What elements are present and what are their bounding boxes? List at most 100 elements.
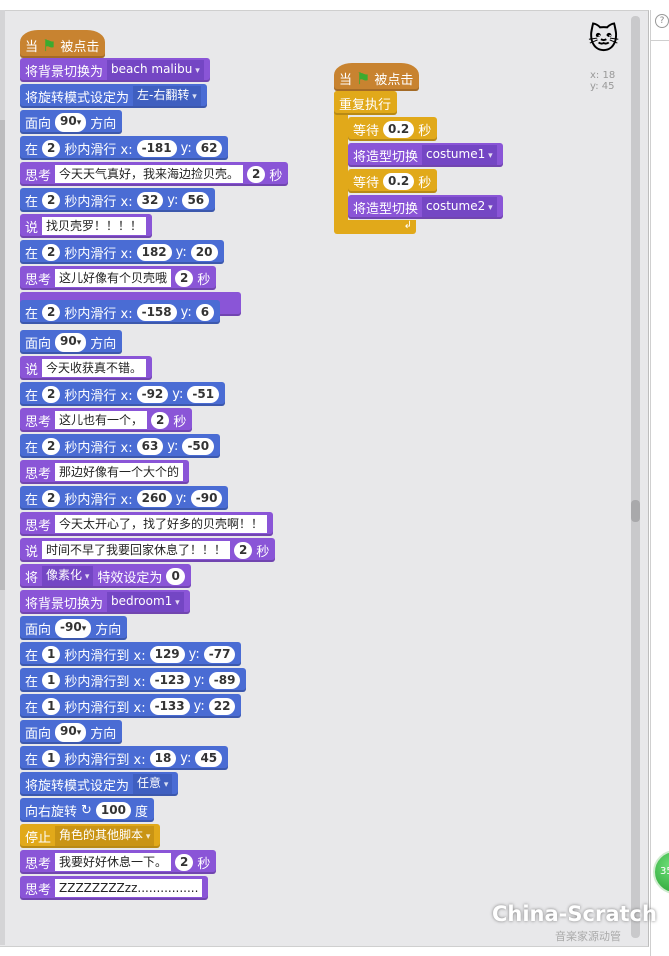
number-input[interactable]: 2 (42, 385, 61, 403)
number-input[interactable]: 2 (247, 165, 266, 183)
block-looks[interactable]: 思考 今天天气真好，我来海边捡贝壳。 2 秒 (20, 162, 289, 186)
block-motion[interactable]: 在 2 秒内滑行 x: 32 y: 56 (20, 188, 216, 212)
number-input[interactable]: 0.2 (383, 172, 415, 190)
block-looks[interactable]: 思考 今天太开心了，找了好多的贝壳啊！！ (20, 512, 274, 536)
number-input[interactable]: -90 (190, 489, 223, 507)
text-input[interactable]: 今天天气真好，我来海边捡贝壳。 (55, 165, 244, 183)
help-icon[interactable]: ? (655, 14, 669, 28)
number-input[interactable]: 260 (136, 489, 172, 507)
block-motion[interactable]: 面向90方向 (20, 110, 123, 134)
direction-dropdown[interactable]: -90 (55, 618, 92, 638)
number-input[interactable]: -158 (136, 303, 177, 321)
number-input[interactable]: 18 (149, 749, 177, 767)
text-input[interactable]: ZZZZZZZZzz................ (55, 879, 203, 897)
block-motion[interactable]: 在 1 秒内滑行到 x: 18 y: 45 (20, 746, 229, 770)
block-control[interactable]: 重复执行 (334, 91, 398, 115)
block-motion[interactable]: 在 1 秒内滑行到 x: -133 y: 22 (20, 694, 242, 718)
dropdown[interactable]: costume2 (422, 197, 497, 217)
number-input[interactable]: 6 (195, 303, 215, 321)
number-input[interactable]: 2 (175, 269, 194, 287)
block-motion[interactable]: 在 1 秒内滑行到 x: 129 y: -77 (20, 642, 242, 666)
dropdown[interactable]: 角色的其他脚本 (55, 826, 155, 846)
block-looks[interactable]: 说时间不早了我要回家休息了！！！ 2 秒 (20, 538, 276, 562)
block-motion[interactable]: 在 2 秒内滑行 x: -158 y: 6 (20, 300, 221, 324)
text-input[interactable]: 找贝壳罗！！！！ (42, 217, 147, 235)
block-motion[interactable]: 将旋转模式设定为 左-右翻转 (20, 84, 207, 108)
block-looks[interactable]: 思考 ZZZZZZZZzz................ (20, 876, 209, 900)
block-control[interactable]: 等待 0.2 秒 (348, 117, 438, 141)
block-motion[interactable]: 面向90方向 (20, 720, 123, 744)
number-input[interactable]: -123 (149, 671, 190, 689)
block-motion[interactable]: 在 2 秒内滑行 x: 260 y: -90 (20, 486, 229, 510)
number-input[interactable]: 2 (42, 243, 61, 261)
number-input[interactable]: 129 (149, 645, 185, 663)
block-motion[interactable]: 在 2 秒内滑行 x: -92 y: -51 (20, 382, 226, 406)
text-input[interactable]: 今天收获真不错。 (42, 359, 147, 377)
block-motion[interactable]: 将旋转模式设定为 任意 (20, 772, 179, 796)
number-input[interactable]: 63 (136, 437, 164, 455)
direction-dropdown[interactable]: 90 (55, 722, 87, 742)
number-input[interactable]: 2 (42, 191, 61, 209)
text-input[interactable]: 这儿也有一个， (55, 411, 148, 429)
number-input[interactable]: -51 (187, 385, 220, 403)
block-control[interactable]: 等待 0.2 秒 (348, 169, 438, 193)
dropdown[interactable]: 像素化 (42, 566, 94, 586)
block-looks[interactable]: 思考 我要好好休息一下。 2 秒 (20, 850, 217, 874)
number-input[interactable]: 100 (95, 801, 131, 819)
number-input[interactable]: -133 (149, 697, 190, 715)
number-input[interactable]: 22 (208, 697, 236, 715)
block-motion[interactable]: 向右旋转 ↻ 100 度 (20, 798, 154, 822)
number-input[interactable]: 182 (136, 243, 172, 261)
number-input[interactable]: 1 (42, 671, 61, 689)
direction-dropdown[interactable]: 90 (55, 332, 87, 352)
block-looks[interactable]: 说找贝壳罗！！！！ (20, 214, 153, 238)
number-input[interactable]: 0.2 (383, 120, 415, 138)
number-input[interactable]: -89 (208, 671, 241, 689)
number-input[interactable]: -77 (203, 645, 236, 663)
dropdown[interactable]: 左-右翻转 (133, 86, 201, 106)
vertical-scrollbar[interactable] (631, 16, 640, 938)
scrollbar-thumb[interactable] (631, 500, 640, 522)
block-looks[interactable]: 将背景切换为 beach malibu (20, 58, 210, 82)
number-input[interactable]: 2 (42, 303, 61, 321)
number-input[interactable]: 2 (42, 139, 61, 157)
number-input[interactable]: 45 (195, 749, 223, 767)
block-looks[interactable]: 思考 那边好像有一个大个的 (20, 460, 190, 484)
number-input[interactable]: 32 (136, 191, 164, 209)
number-input[interactable]: 1 (42, 749, 61, 767)
number-input[interactable]: 20 (190, 243, 218, 261)
block-looks[interactable]: 将造型切换 costume1 (348, 143, 503, 167)
block-motion[interactable]: 面向90方向 (20, 330, 123, 354)
number-input[interactable]: 2 (175, 853, 194, 871)
text-input[interactable]: 我要好好休息一下。 (55, 853, 172, 871)
text-input[interactable]: 今天太开心了，找了好多的贝壳啊！！ (55, 515, 268, 533)
hat-block-events[interactable]: 当 ⚑ 被点击 (20, 30, 106, 58)
number-input[interactable]: 56 (182, 191, 210, 209)
number-input[interactable]: -92 (136, 385, 169, 403)
block-looks[interactable]: 将造型切换 costume2 (348, 195, 503, 219)
block-motion[interactable]: 在 1 秒内滑行到 x: -123 y: -89 (20, 668, 247, 692)
block-motion[interactable]: 在 2 秒内滑行 x: 63 y: -50 (20, 434, 221, 458)
dropdown[interactable]: beach malibu (107, 60, 204, 80)
block-motion[interactable]: 在 2 秒内滑行 x: -181 y: 62 (20, 136, 229, 160)
dropdown[interactable]: costume1 (422, 145, 497, 165)
number-input[interactable]: -50 (182, 437, 215, 455)
number-input[interactable]: -181 (136, 139, 177, 157)
number-input[interactable]: 1 (42, 645, 61, 663)
block-looks[interactable]: 思考 这儿好像有个贝壳哦 2 秒 (20, 266, 217, 290)
block-looks[interactable]: 将像素化特效设定为0 (20, 564, 191, 588)
block-motion[interactable]: 在 2 秒内滑行 x: 182 y: 20 (20, 240, 224, 264)
block-looks[interactable]: 思考 这儿也有一个， 2 秒 (20, 408, 193, 432)
text-input[interactable]: 时间不早了我要回家休息了！！！ (42, 541, 231, 559)
block-looks[interactable]: 将背景切换为 bedroom1 (20, 590, 190, 614)
number-input[interactable]: 1 (42, 697, 61, 715)
block-motion[interactable]: 面向-90方向 (20, 616, 128, 640)
dropdown[interactable]: 任意 (133, 774, 173, 794)
number-input[interactable]: 2 (42, 437, 61, 455)
number-input[interactable]: 0 (166, 567, 185, 585)
palette-scrollbar[interactable] (0, 120, 5, 590)
number-input[interactable]: 2 (151, 411, 170, 429)
number-input[interactable]: 2 (234, 541, 253, 559)
direction-dropdown[interactable]: 90 (55, 112, 87, 132)
text-input[interactable]: 那边好像有一个大个的 (55, 463, 184, 481)
